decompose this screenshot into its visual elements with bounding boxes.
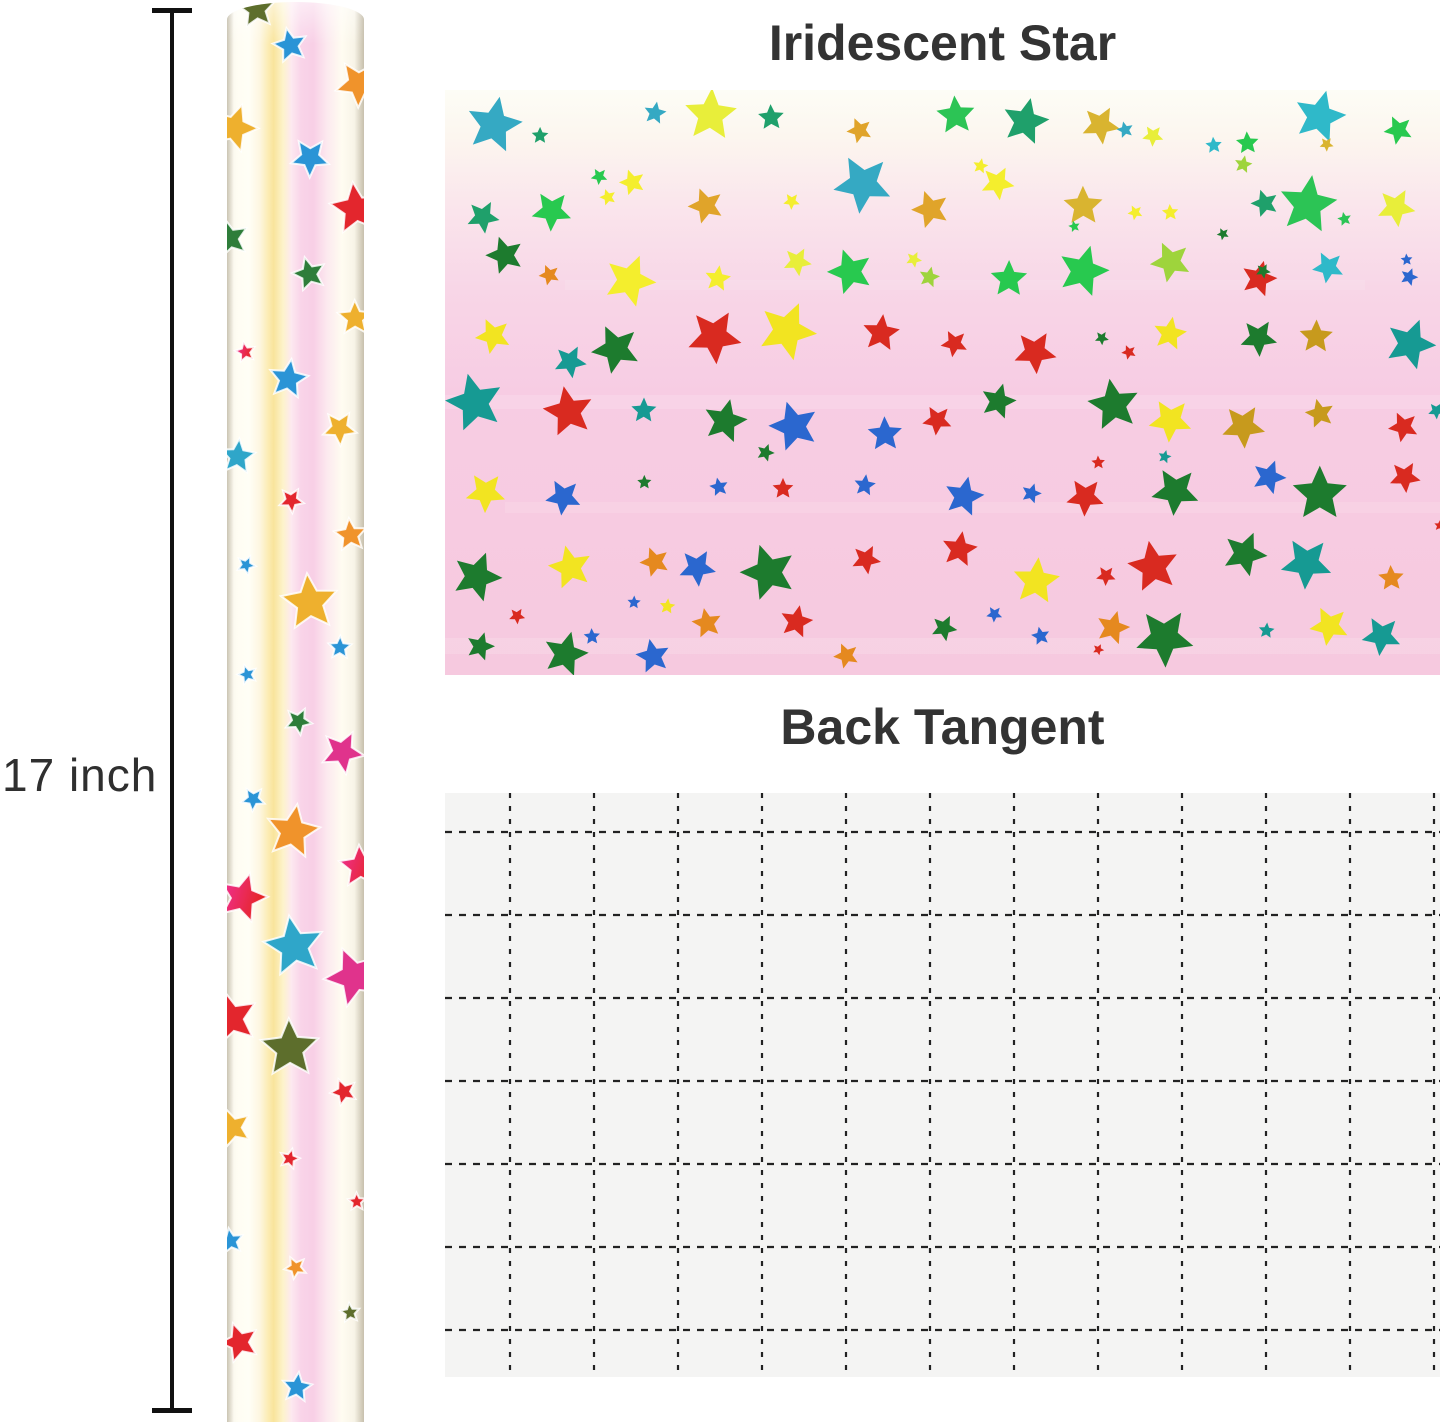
dimension-line <box>170 10 174 1412</box>
dimension-label: 17 inch <box>2 749 158 801</box>
roll-star-pattern <box>227 2 364 1404</box>
front-pattern-swatch <box>445 90 1440 675</box>
back-pattern-title: Back Tangent <box>780 699 1105 755</box>
back-grid-swatch <box>445 793 1440 1377</box>
dimension-tick-bottom <box>152 1408 192 1413</box>
front-pattern-title: Iridescent Star <box>768 15 1117 71</box>
wrapping-paper-roll <box>227 2 364 1422</box>
